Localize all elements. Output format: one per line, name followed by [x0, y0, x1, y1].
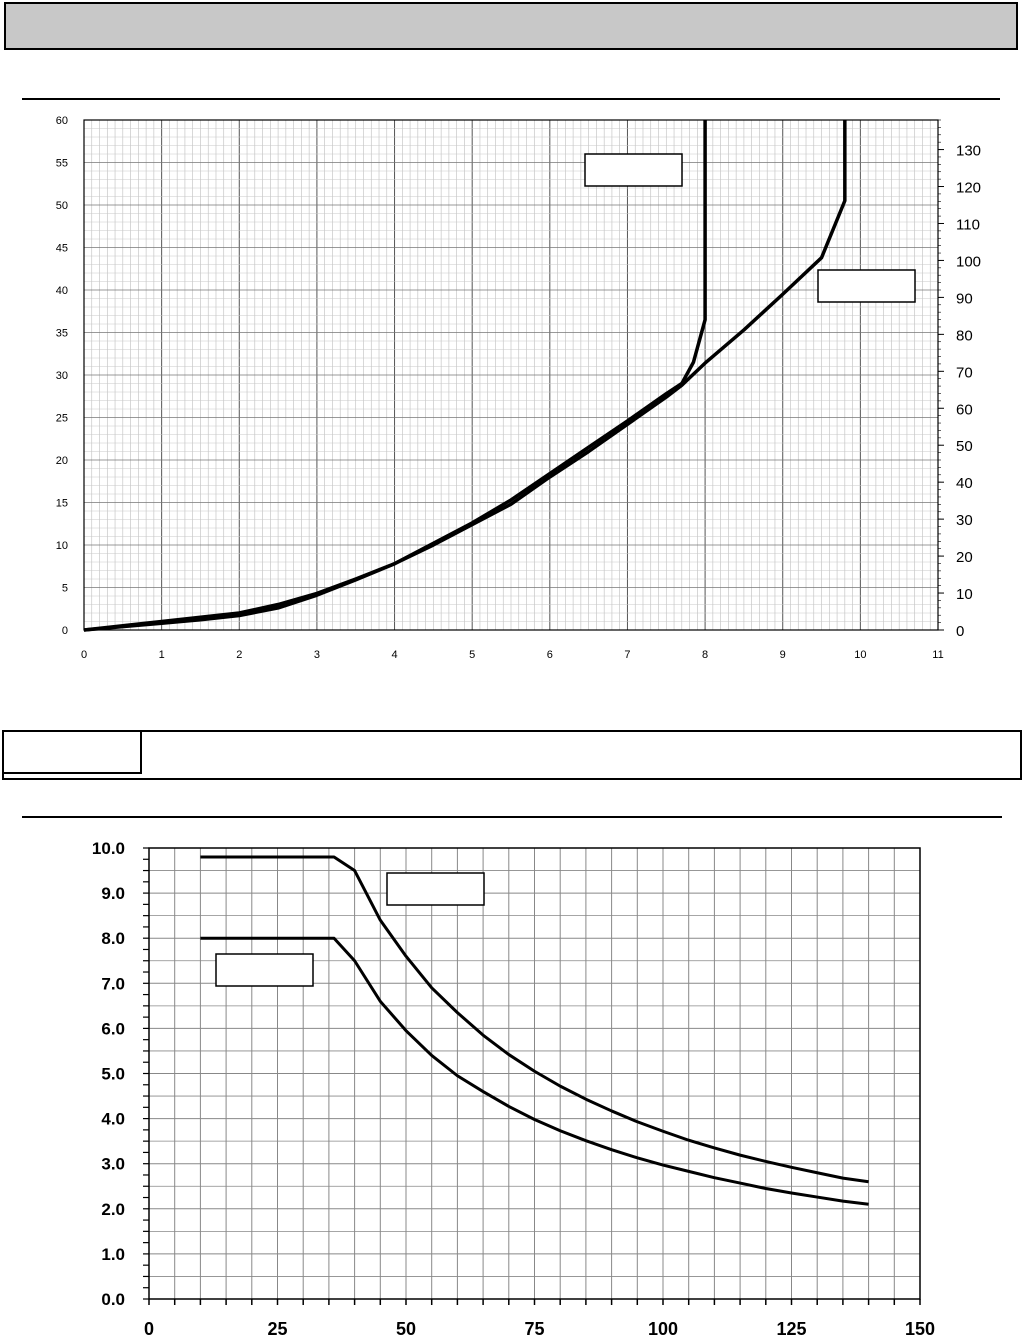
x-tick-label: 125 — [776, 1319, 806, 1339]
y-tick-label: 50 — [56, 200, 68, 212]
y-tick-label: 10 — [56, 540, 68, 552]
series-line-2 — [83, 120, 847, 632]
y-tick-label: 5.0 — [101, 1065, 125, 1084]
y-tick-label: 8.0 — [101, 929, 125, 948]
y-tick-label: 4.0 — [101, 1110, 125, 1129]
x-tick-label: 0 — [81, 649, 87, 661]
series-label-box-2 — [215, 953, 314, 987]
line-chart-2: 0 25 50 75 100 125 150 0.0 1.0 2.0 3.0 4.0 5.0 6.0 7.0… — [92, 839, 935, 1339]
y2-tick-label: 40 — [956, 475, 973, 492]
notice-label-box — [2, 730, 142, 774]
y2-tick-label: 90 — [956, 290, 973, 307]
series-label-box-1 — [386, 872, 485, 906]
y-tick-label: 10.0 — [92, 839, 125, 858]
x-tick-label: 75 — [524, 1319, 544, 1339]
x-tick-label: 0 — [144, 1319, 154, 1339]
y2-tick-label: 120 — [956, 180, 981, 197]
x-tick-label: 50 — [396, 1319, 416, 1339]
y-tick-label: 45 — [56, 243, 68, 255]
y2-tick-label: 60 — [956, 401, 973, 418]
y-tick-label: 30 — [56, 370, 68, 382]
y2-tick-label: 70 — [956, 364, 973, 381]
series-line-2 — [200, 936, 869, 1206]
y-tick-label: 1.0 — [101, 1245, 125, 1264]
x-tick-label: 1 — [159, 649, 165, 661]
x-tick-label: 150 — [905, 1319, 935, 1339]
y-tick-label: 3.0 — [101, 1155, 125, 1174]
y-tick-label: 20 — [56, 455, 68, 467]
y2-tick-label: 110 — [956, 216, 980, 233]
x-tick-label: 3 — [314, 649, 320, 661]
y-tick-label: 15 — [56, 498, 68, 510]
y-tick-label: 25 — [56, 413, 68, 425]
plot-frame — [83, 119, 939, 631]
y-tick-label: 9.0 — [101, 884, 125, 903]
section-rule-top — [22, 98, 1000, 100]
y2-tick-label: 130 — [956, 143, 981, 160]
y2-tick-label: 100 — [956, 253, 981, 270]
y-tick-label: 60 — [56, 115, 68, 127]
y-tick-label: 2.0 — [101, 1200, 125, 1219]
y-tick-label: 40 — [56, 285, 68, 297]
y-tick-label: 7.0 — [101, 974, 125, 993]
x-tick-label: 2 — [236, 649, 242, 661]
notice-box — [2, 730, 1022, 780]
x-tick-label: 9 — [780, 649, 786, 661]
y-tick-label: 5 — [62, 583, 68, 595]
y2-tick-label: 20 — [956, 549, 973, 566]
x-tick-label: 4 — [391, 649, 397, 661]
x-tick-label: 8 — [702, 649, 708, 661]
y-tick-label: 55 — [56, 158, 68, 170]
y2-tick-label: 30 — [956, 512, 973, 529]
section-rule-bottom — [22, 816, 1002, 818]
y-tick-label: 0 — [62, 625, 68, 637]
x-tick-label: 7 — [624, 649, 630, 661]
x-tick-label: 100 — [648, 1319, 678, 1339]
x-tick-label: 11 — [932, 649, 943, 661]
x-tick-label: 25 — [267, 1319, 287, 1339]
series-label-box-1 — [584, 153, 683, 187]
y-tick-label: 35 — [56, 328, 68, 340]
series-line-1 — [200, 855, 869, 1184]
y-tick-label: 0.0 — [101, 1290, 125, 1309]
x-tick-label: 5 — [469, 649, 475, 661]
series-label-box-2 — [817, 269, 916, 303]
y2-tick-label: 80 — [956, 327, 973, 344]
x-tick-label: 6 — [547, 649, 553, 661]
y2-tick-label: 10 — [956, 586, 973, 603]
y2-tick-label: 50 — [956, 438, 973, 455]
y-tick-label: 6.0 — [101, 1019, 125, 1038]
line-chart-1: 0 1 2 3 4 5 6 7 8 9 10 1105101520253035404550556001… — [56, 115, 981, 661]
y2-tick-label: 0 — [956, 623, 964, 640]
header-bar — [4, 2, 1018, 50]
x-tick-label: 10 — [854, 649, 866, 661]
